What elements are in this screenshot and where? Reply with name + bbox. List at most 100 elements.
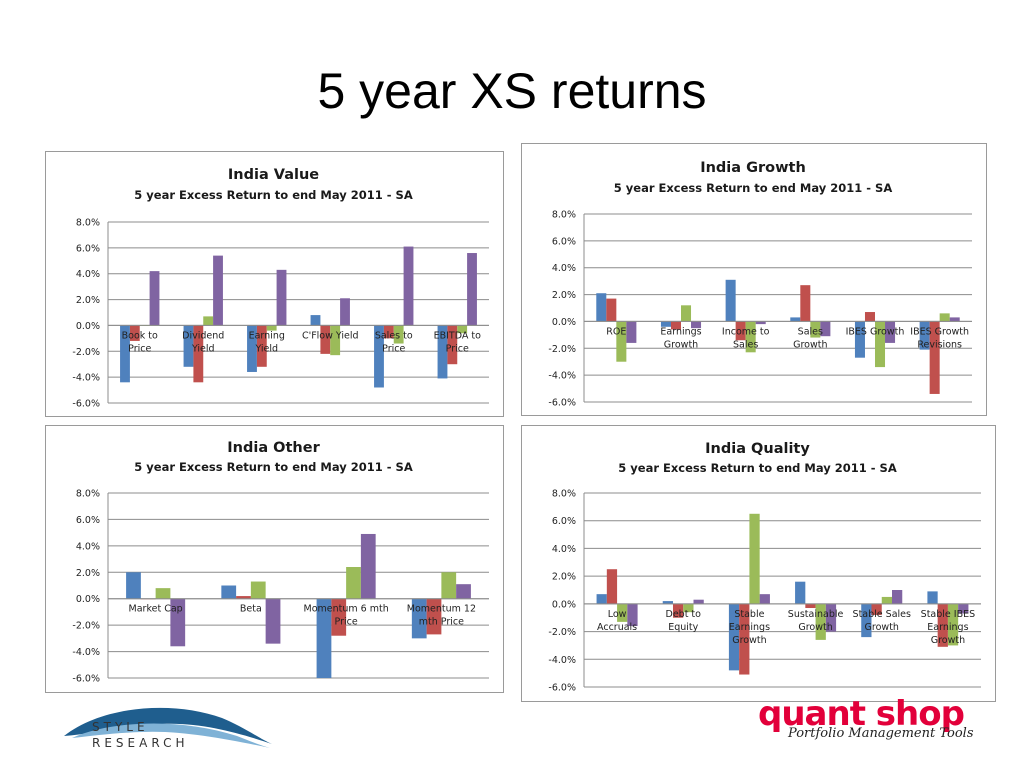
bar xyxy=(457,325,468,334)
bar xyxy=(256,325,267,367)
bar xyxy=(755,321,766,325)
category-label: Earning Yield xyxy=(249,330,285,354)
bar xyxy=(861,603,872,638)
india-quality-chart: India Quality 5 year Excess Return to end… xyxy=(521,425,996,702)
y-tick-label: 4.0% xyxy=(552,544,576,555)
y-tick-label: 0.0% xyxy=(552,599,576,610)
bar xyxy=(276,269,287,326)
bar xyxy=(437,325,448,379)
bar xyxy=(949,317,960,322)
y-tick-label: 4.0% xyxy=(552,263,576,274)
chart-subtitle: 5 year Excess Return to end May 2011 - S… xyxy=(134,460,413,474)
category-label: Book to Price xyxy=(122,330,158,354)
bar xyxy=(183,325,194,367)
y-tick-label: 6.0% xyxy=(552,236,576,247)
bar xyxy=(155,588,171,599)
y-tick-label: -4.0% xyxy=(548,371,576,382)
y-tick-label: -2.0% xyxy=(548,627,576,638)
quant-shop-text: quant shop xyxy=(758,694,965,734)
y-tick-label: 4.0% xyxy=(76,269,100,280)
bar xyxy=(360,533,376,599)
bar xyxy=(383,325,394,339)
bar xyxy=(316,598,332,678)
style-research-logo: STYLE RESEARCH xyxy=(62,700,277,760)
bar xyxy=(693,599,704,604)
category-label: Beta xyxy=(240,604,262,615)
bar xyxy=(728,603,740,671)
category-label: Market Cap xyxy=(129,604,183,615)
bar xyxy=(929,321,940,394)
bar xyxy=(126,572,141,599)
bar xyxy=(825,603,837,632)
bar xyxy=(403,246,414,326)
bar xyxy=(627,603,638,627)
style-text: STYLE xyxy=(92,720,149,734)
bar xyxy=(958,603,969,614)
bar xyxy=(626,321,637,343)
bar xyxy=(892,590,903,604)
y-tick-label: 2.0% xyxy=(552,572,576,583)
y-tick-label: 8.0% xyxy=(552,210,576,221)
bar xyxy=(340,298,350,326)
bar xyxy=(947,603,959,646)
bar xyxy=(735,321,746,341)
y-tick-label: -2.0% xyxy=(72,621,100,632)
bar xyxy=(670,321,681,330)
bar xyxy=(805,603,816,609)
slide-title: 5 year XS returns xyxy=(317,63,707,119)
category-label: Debt to Equity xyxy=(666,609,702,633)
bar xyxy=(250,581,266,599)
bar xyxy=(170,598,186,647)
bar xyxy=(331,598,347,636)
bar xyxy=(871,603,882,615)
bar xyxy=(927,591,938,604)
bar xyxy=(681,305,692,322)
bar xyxy=(759,594,770,604)
category-label: IBES Growth xyxy=(846,326,905,337)
quant-shop-tagline: Portfolio Management Tools xyxy=(788,726,974,741)
y-tick-label: -4.0% xyxy=(72,373,100,384)
bar xyxy=(919,321,930,350)
bar xyxy=(596,293,607,322)
chart-svg: India Growth 5 year Excess Return to end … xyxy=(548,160,972,409)
chart-title: India Growth xyxy=(700,160,806,176)
chart-subtitle: 5 year Excess Return to end May 2011 - S… xyxy=(618,461,897,475)
y-tick-label: 8.0% xyxy=(76,218,100,229)
bar xyxy=(320,325,331,354)
category-label: Earnings Growth xyxy=(660,326,701,350)
category-label: C'Flow Yield xyxy=(302,330,359,341)
y-tick-label: -6.0% xyxy=(548,683,576,694)
chart-svg: India Quality 5 year Excess Return to end… xyxy=(548,441,981,694)
y-tick-label: 2.0% xyxy=(76,295,100,306)
india-value-chart: India Value 5 year Excess Return to end M… xyxy=(45,151,504,417)
bar xyxy=(393,325,404,344)
bar xyxy=(616,321,627,362)
y-tick-label: 6.0% xyxy=(76,515,100,526)
bar xyxy=(864,312,875,322)
category-label: Low Accruals xyxy=(597,609,637,633)
y-tick-label: 0.0% xyxy=(76,594,100,605)
bar xyxy=(129,325,140,341)
category-label: Sales to Price xyxy=(375,330,413,354)
category-label: Income to Sales xyxy=(722,326,770,350)
bar xyxy=(266,325,277,331)
bar xyxy=(795,581,806,604)
y-tick-label: 2.0% xyxy=(552,290,576,301)
bar xyxy=(937,603,948,647)
bar xyxy=(739,603,750,675)
bar xyxy=(683,603,694,613)
bar xyxy=(247,325,257,372)
quant-shop-logo: quant shop Portfolio Management Tools xyxy=(758,694,988,750)
category-label: ROE xyxy=(606,326,626,337)
category-label: Sales Growth xyxy=(793,326,827,350)
category-label: Momentum 12 mth Price xyxy=(407,604,476,628)
bar xyxy=(854,321,865,358)
y-tick-label: 0.0% xyxy=(76,321,100,332)
chart-title: India Quality xyxy=(705,441,810,457)
bar xyxy=(441,572,457,599)
style-research-swoosh xyxy=(64,707,272,748)
bar xyxy=(149,271,160,326)
bar xyxy=(939,313,950,322)
category-label: Stable Sales Growth xyxy=(853,609,911,633)
bar xyxy=(660,321,671,327)
